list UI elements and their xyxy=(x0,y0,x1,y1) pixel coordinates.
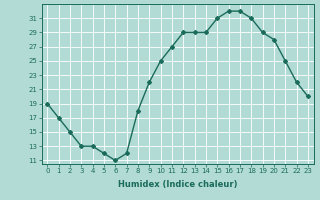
X-axis label: Humidex (Indice chaleur): Humidex (Indice chaleur) xyxy=(118,180,237,189)
